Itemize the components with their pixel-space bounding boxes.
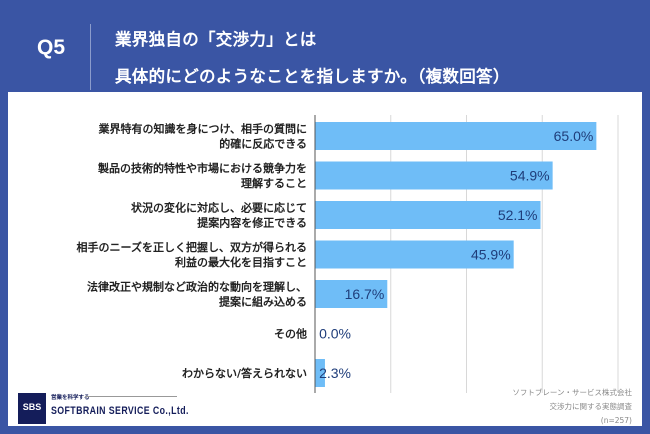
category-label: わからない/答えられない [182,366,307,380]
category-label: 相手のニーズを正しく把握し、双方が得られる [77,240,307,254]
category-label: 製品の技術的特性や市場における競争力を [97,161,307,175]
bar [315,161,553,190]
company-logo-mark: SBS [18,393,46,424]
value-label: 54.9% [510,168,550,184]
value-label: 2.3% [319,365,351,381]
logo-rule [85,396,177,397]
value-label: 45.9% [471,247,511,263]
question-number: Q5 [36,36,65,59]
category-label: 的確に反応できる [219,137,307,151]
category-label: 提案内容を修正できる [197,216,307,230]
bar [315,359,325,387]
source-line: ソフトブレーン・サービス株式会社 [512,388,632,397]
bar [315,201,541,229]
value-label: 65.0% [554,128,594,144]
bar [315,122,597,150]
source-note: ソフトブレーン・サービス株式会社 交渉力に関する実態調査 (n=257) [512,386,632,428]
category-label: 利益の最大化を目指すこと [175,255,307,269]
value-label: 16.7% [345,286,385,302]
category-label: 法律改正や規制など政治的な動向を理解し、 [87,280,307,294]
category-label: 業界特有の知識を身につけ、相手の質問に [98,122,307,136]
category-label: 状況の変化に対応し、必要に応じて [131,201,307,215]
source-line: (n=257) [600,416,632,425]
header-divider [90,24,91,90]
bar [315,280,388,308]
title-line-2: 具体的にどのようなことを指しますか。（複数回答） [115,67,510,86]
value-label: 52.1% [498,207,538,223]
category-label: その他 [274,327,307,341]
category-label: 提案に組み込める [219,295,307,309]
title-line-1: 業界独自の「交渉力」とは [115,30,317,49]
category-label: 理解すること [241,176,307,190]
company-logo-name: SOFTBRAIN SERVICE Co.,Ltd. [51,405,189,417]
value-label: 0.0% [319,326,351,342]
logo-tagline: 営業を科学する [51,395,90,401]
source-line: 交渉力に関する実態調査 [549,402,633,411]
bar [315,240,514,269]
